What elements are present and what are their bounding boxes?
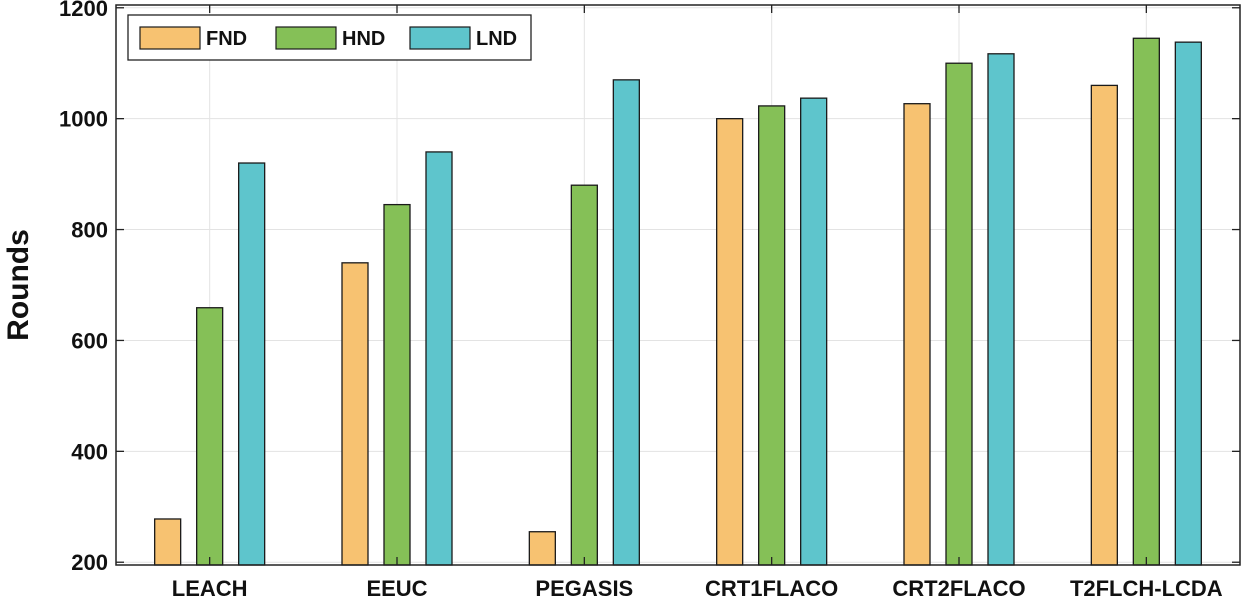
grid <box>116 5 1240 565</box>
x-ticks: LEACH EEUC PEGASIS CRT1FLACO CRT2FLACO T2FLCH… <box>172 5 1223 601</box>
x-category-label-5: T2FLCH-LCDA <box>1070 576 1223 601</box>
bar-hnd-pegasis <box>570 184 598 566</box>
y-tick-label-1: 400 <box>71 439 108 464</box>
y-ticks: 200 400 600 800 1000 1200 <box>59 0 1240 575</box>
bar-lnd-leach <box>238 162 266 566</box>
y-axis-title: Rounds <box>2 229 35 341</box>
plot-frame <box>115 4 1241 566</box>
legend-swatch-hnd <box>275 26 337 50</box>
y-tick-label-0: 200 <box>71 550 108 575</box>
y-tick-label-3: 800 <box>71 218 108 243</box>
y-tick-label-2: 600 <box>71 328 108 353</box>
x-category-label-0: LEACH <box>172 576 248 601</box>
bars <box>154 37 1202 566</box>
legend-label-hnd: HND <box>342 28 385 50</box>
bar-fnd-pegasis <box>528 531 556 566</box>
bar-fnd-t2flch-lcda <box>1090 84 1118 566</box>
legend-swatch-lnd <box>409 26 471 50</box>
y-tick-label-4: 1000 <box>59 107 108 132</box>
bar-lnd-crt2flaco <box>987 53 1015 566</box>
bar-hnd-t2flch-lcda <box>1132 37 1160 566</box>
bar-hnd-eeuc <box>383 203 411 566</box>
bar-lnd-pegasis <box>612 79 640 566</box>
legend-label-fnd: FND <box>206 28 247 50</box>
bar-hnd-leach <box>196 307 224 566</box>
bar-fnd-crt1flaco <box>716 118 744 566</box>
x-category-label-1: EEUC <box>366 576 427 601</box>
bar-lnd-eeuc <box>425 151 453 566</box>
bar-fnd-crt2flaco <box>903 103 931 566</box>
bar-fnd-eeuc <box>341 262 369 566</box>
legend: FND HND LND <box>127 14 532 61</box>
bar-hnd-crt2flaco <box>945 62 973 566</box>
y-tick-label-5: 1200 <box>59 0 108 21</box>
legend-swatch-fnd <box>139 26 201 50</box>
bar-lnd-crt1flaco <box>800 97 828 566</box>
bar-fnd-leach <box>154 518 182 566</box>
x-category-label-2: PEGASIS <box>535 576 633 601</box>
x-category-label-3: CRT1FLACO <box>705 576 838 601</box>
legend-label-lnd: LND <box>476 28 517 50</box>
bar-hnd-crt1flaco <box>758 105 786 566</box>
x-category-label-4: CRT2FLACO <box>892 576 1025 601</box>
bar-lnd-t2flch-lcda <box>1174 41 1202 566</box>
